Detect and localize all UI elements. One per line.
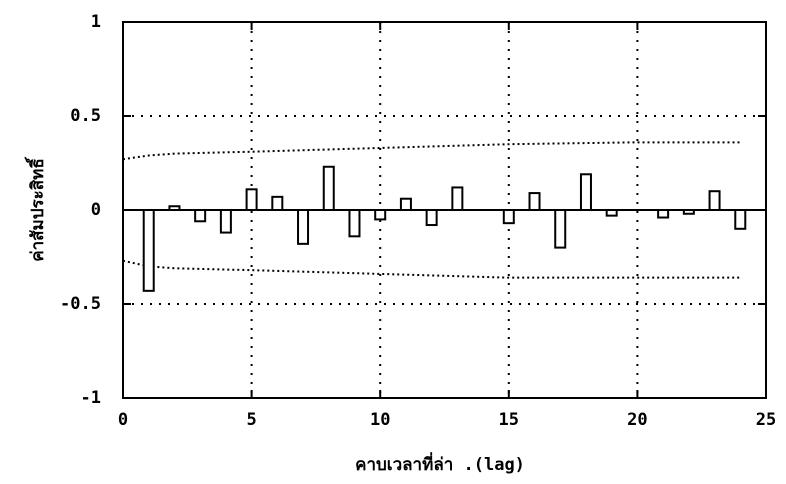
- confidence-bound: [122, 141, 741, 161]
- bar: [271, 195, 284, 211]
- bar: [348, 209, 361, 238]
- bar: [194, 209, 207, 223]
- bar: [708, 190, 721, 211]
- y-tick-label: -0.5: [60, 294, 101, 314]
- x-axis-label: คาบเวลาที่ล่า .(lag): [355, 452, 525, 475]
- bar: [425, 209, 438, 227]
- x-tick-label: 25: [756, 410, 776, 430]
- bar: [657, 209, 670, 219]
- bar: [528, 192, 541, 212]
- x-tick-label: 15: [499, 410, 519, 430]
- bar: [734, 209, 747, 230]
- bar: [399, 197, 412, 212]
- bar: [502, 209, 515, 225]
- y-axis-label: ค่าสัมประสิทธิ์: [24, 156, 48, 261]
- bar: [451, 186, 464, 212]
- bar: [245, 188, 258, 212]
- plot-frame: [122, 21, 767, 399]
- x-tick-label: 0: [118, 410, 128, 430]
- y-tick-label: 0.5: [70, 106, 101, 126]
- x-tick-label: 5: [246, 410, 256, 430]
- bar: [682, 209, 695, 215]
- bar: [605, 209, 618, 217]
- y-tick-label: 1: [91, 12, 101, 32]
- y-tick-label: 0: [91, 200, 101, 220]
- x-tick-label: 20: [627, 410, 647, 430]
- bar: [322, 165, 335, 211]
- bar: [374, 209, 387, 221]
- y-tick-label: -1: [81, 388, 101, 408]
- bar: [142, 209, 155, 292]
- bar: [297, 209, 310, 245]
- bar: [554, 209, 567, 249]
- x-tick-label: 10: [370, 410, 390, 430]
- bar: [219, 209, 232, 234]
- bar: [168, 205, 181, 212]
- confidence-bound: [122, 259, 741, 279]
- bar: [579, 173, 592, 211]
